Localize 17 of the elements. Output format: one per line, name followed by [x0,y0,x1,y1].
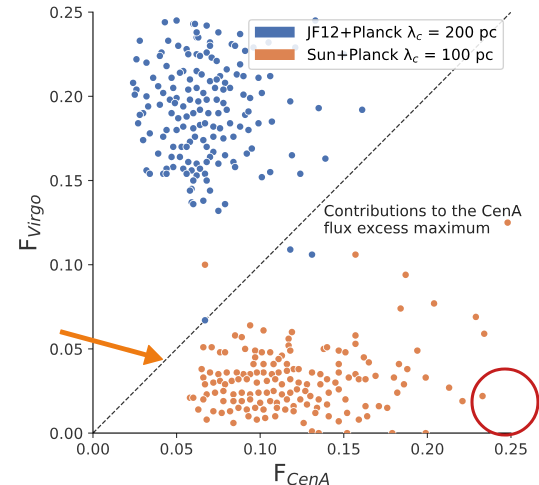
y-tick-label: 0.10 [50,259,82,271]
y-tick-label: 0.05 [50,343,82,355]
y-tick-label: 0.15 [50,174,82,187]
x-tick-label: 0.15 [328,443,360,455]
x-tick-label: 0.05 [160,443,192,455]
y-tick-label: 0.20 [50,90,82,102]
x-tick-label: 0.10 [244,443,276,455]
y-tick-label: 0.25 [50,6,82,18]
x-tick-label: 0.20 [411,443,444,455]
x-axis-title: F$_{CenA}$ [275,464,330,485]
x-tick-label: 0.00 [76,443,109,455]
annotation: Contributions to the CenA flux excess maximum [324,204,522,234]
legend-label: Sun+Planck λ$_{c}$ = 100 pc [308,48,492,64]
x-tick-label: 0.25 [494,443,527,455]
y-tick-label: 0.00 [50,428,82,440]
y-axis-title: F$_{Virgo}$ [19,195,44,250]
legend-label: JF12+Planck λ$_{c}$ = 200 pc [306,26,496,41]
